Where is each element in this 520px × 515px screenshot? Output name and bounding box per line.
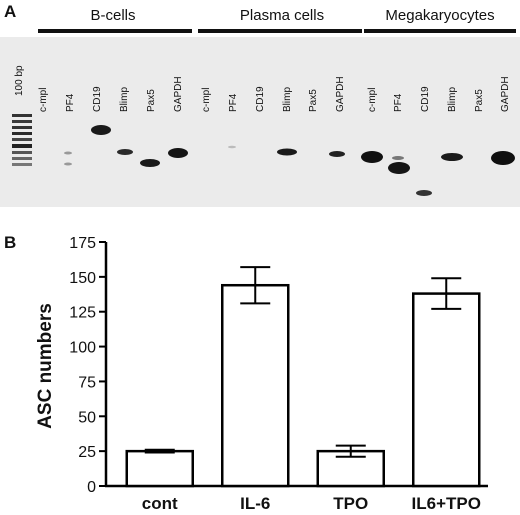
y-tick-label: 125: [69, 305, 96, 322]
x-tick-label: cont: [142, 494, 178, 513]
lane-label: c-mpl: [367, 88, 378, 112]
y-tick-label: 50: [78, 409, 96, 426]
bar: [412, 292, 481, 488]
gel-band: [491, 151, 515, 165]
lane-label: GAPDH: [500, 76, 511, 112]
gel-band: [140, 159, 160, 167]
lane-label: CD19: [255, 86, 266, 112]
x-tick-label: TPO: [333, 494, 368, 513]
panel-b-letter: B: [4, 233, 16, 252]
x-tick-label: IL6+TPO: [412, 494, 481, 513]
group-label-plasma-cells: Plasma cells: [240, 7, 324, 24]
lane-label: Pax5: [308, 89, 319, 112]
gel-band: [329, 151, 345, 157]
y-tick-label: 75: [78, 374, 96, 391]
gel-band: [361, 151, 383, 163]
lane-label: PF4: [65, 93, 76, 112]
gel-band: [228, 145, 236, 149]
gel-band: [64, 151, 72, 155]
marker-ladder: [12, 114, 32, 166]
y-tick-label: 175: [69, 235, 96, 252]
gel-band: [441, 153, 463, 161]
y-tick-label: 100: [69, 340, 96, 357]
group-bar-megakaryocytes: [364, 29, 516, 33]
lane-label: Pax5: [474, 89, 485, 112]
lane-labels: c-mpl PF4 CD19 Blimp Pax5 GAPDH c-mpl PF…: [38, 76, 511, 112]
gel-band: [388, 162, 410, 174]
group-bar-plasma-cells: [198, 29, 362, 33]
gel-image: [0, 37, 520, 207]
lane-label: c-mpl: [201, 88, 212, 112]
y-axis-label: ASC numbers: [35, 303, 56, 429]
group-label-megakaryocytes: Megakaryocytes: [385, 7, 494, 24]
x-tick-label: IL-6: [240, 494, 270, 513]
lane-label: CD19: [420, 86, 431, 112]
bar: [221, 283, 290, 488]
marker-label: 100 bp: [14, 65, 25, 96]
lane-label: PF4: [228, 93, 239, 112]
lane-label: Blimp: [447, 87, 458, 112]
lane-label: Blimp: [282, 87, 293, 112]
gel-bands: [64, 125, 515, 196]
lane-label: Pax5: [146, 89, 157, 112]
group-label-b-cells: B-cells: [90, 7, 135, 24]
gel-band: [64, 162, 72, 166]
y-tick-label: 150: [69, 270, 96, 287]
lane-label: GAPDH: [335, 76, 346, 112]
gel-band: [168, 148, 188, 158]
y-tick-label: 25: [78, 444, 96, 461]
y-tick-label: 0: [87, 479, 96, 496]
panel-a-letter: A: [4, 2, 16, 21]
gel-band: [117, 149, 133, 155]
lane-label: CD19: [92, 86, 103, 112]
gel-band: [91, 125, 111, 135]
gel-band: [392, 156, 404, 160]
group-bar-b-cells: [38, 29, 192, 33]
lane-label: PF4: [393, 93, 404, 112]
lane-label: GAPDH: [173, 76, 184, 112]
bar-chart: 0 25 50 75 100 125 150 175 cont IL-6 TPO IL6+TPO: [69, 235, 488, 513]
lane-label: Blimp: [119, 87, 130, 112]
gel-band: [277, 148, 297, 156]
gel-band: [416, 190, 432, 196]
bar: [125, 449, 194, 488]
lane-label: c-mpl: [38, 88, 49, 112]
